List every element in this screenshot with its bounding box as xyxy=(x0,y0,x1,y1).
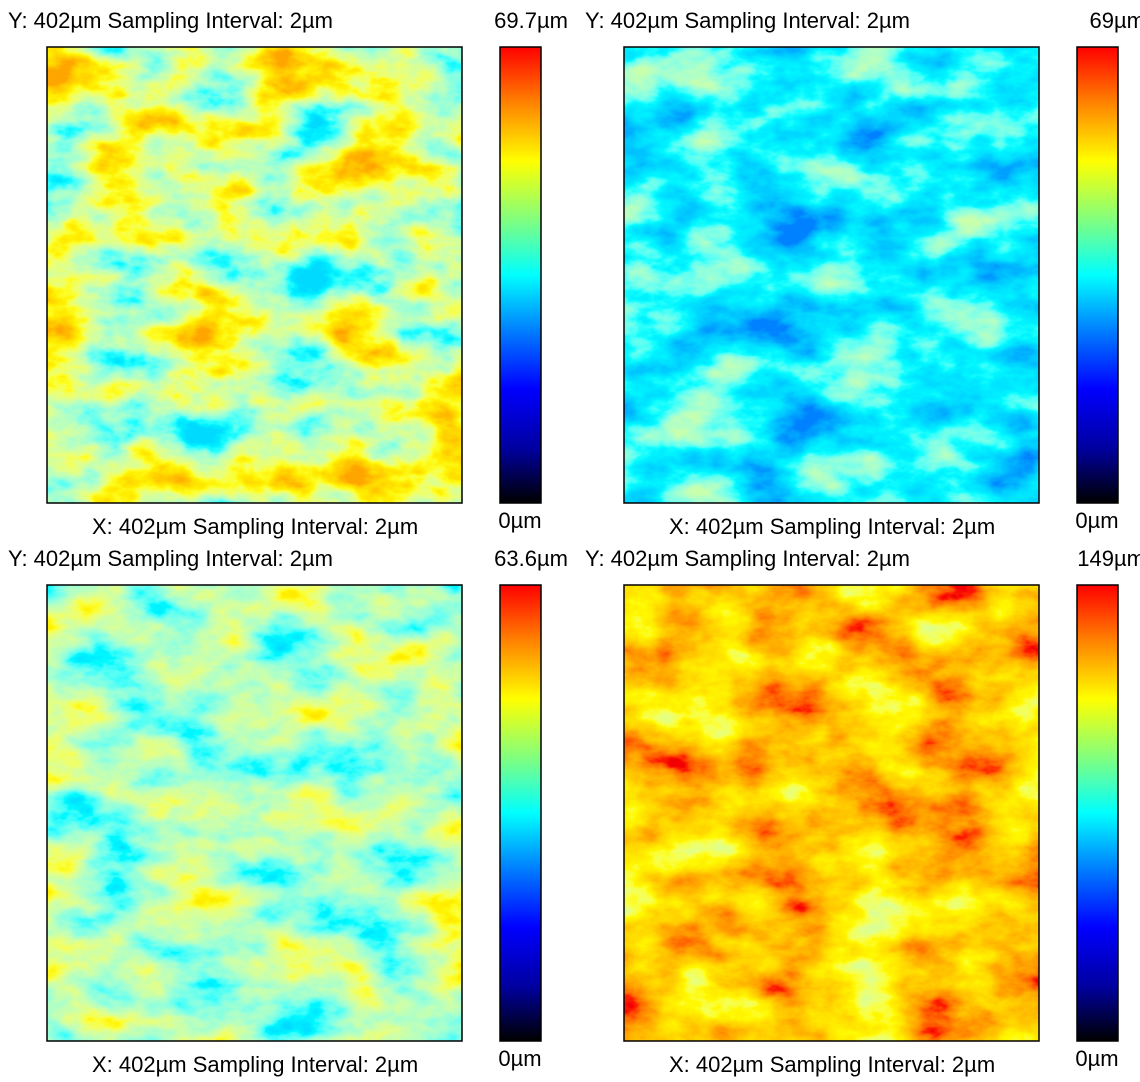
scale-max: 149µm xyxy=(1077,546,1140,571)
scale-max: 69.7µm xyxy=(494,8,568,33)
panel: Y: 402µm Sampling Interval: 2µm 69.7µm X: … xyxy=(8,8,568,539)
x-label: X: 402µm Sampling Interval: 2µm xyxy=(669,1052,995,1077)
y-label: Y: 402µm Sampling Interval: 2µm xyxy=(585,546,910,571)
colorbar xyxy=(499,46,542,504)
colorbar xyxy=(1076,46,1119,504)
map-frame xyxy=(46,584,463,1042)
height-map xyxy=(624,585,1039,1041)
scale-max: 69µm xyxy=(1090,8,1140,33)
x-label: X: 402µm Sampling Interval: 2µm xyxy=(92,514,418,539)
y-label: Y: 402µm Sampling Interval: 2µm xyxy=(8,546,333,571)
scale-max: 63.6µm xyxy=(494,546,568,571)
height-map xyxy=(47,47,462,503)
colorbar xyxy=(499,584,542,1042)
scale-min: 0µm xyxy=(498,1046,541,1071)
scale-min: 0µm xyxy=(498,508,541,533)
panel: Y: 402µm Sampling Interval: 2µm 69µm X: 40… xyxy=(585,8,1140,539)
colorbar xyxy=(1076,584,1119,1042)
y-label: Y: 402µm Sampling Interval: 2µm xyxy=(585,8,910,33)
panel: Y: 402µm Sampling Interval: 2µm 149µm X: 4… xyxy=(585,546,1140,1077)
map-frame xyxy=(623,584,1040,1042)
map-frame xyxy=(623,46,1040,504)
height-map xyxy=(624,47,1039,503)
panel: Y: 402µm Sampling Interval: 2µm 63.6µm X: … xyxy=(8,546,568,1077)
scale-min: 0µm xyxy=(1075,1046,1118,1071)
x-label: X: 402µm Sampling Interval: 2µm xyxy=(669,514,995,539)
scale-min: 0µm xyxy=(1075,508,1118,533)
y-label: Y: 402µm Sampling Interval: 2µm xyxy=(8,8,333,33)
map-frame xyxy=(46,46,463,504)
x-label: X: 402µm Sampling Interval: 2µm xyxy=(92,1052,418,1077)
height-map xyxy=(47,585,462,1041)
